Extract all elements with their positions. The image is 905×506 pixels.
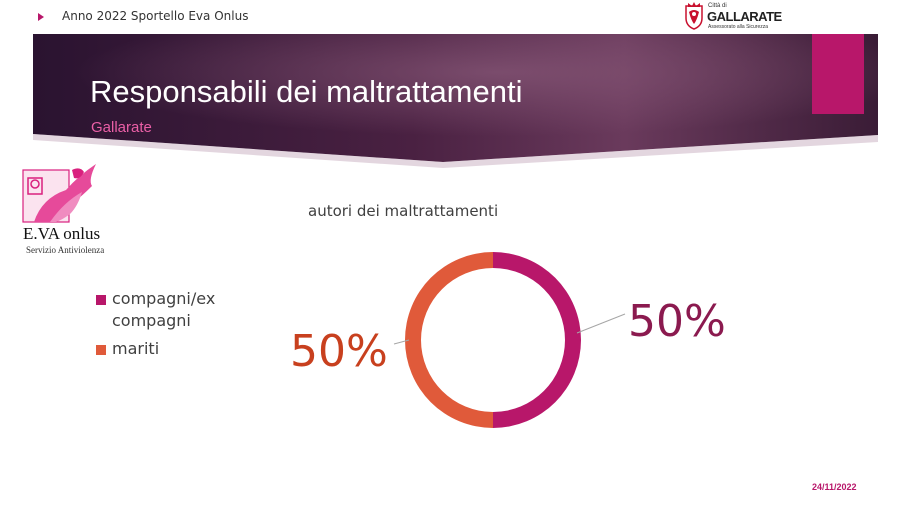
accent-block <box>812 34 864 114</box>
slide-title: Responsabili dei maltrattamenti <box>90 74 523 109</box>
org-logo-image <box>22 164 96 223</box>
top-bar: Anno 2022 Sportello Eva Onlus Città di G… <box>0 0 905 34</box>
chart-legend: compagni/ex compagni mariti <box>96 288 296 366</box>
header-text: Anno 2022 Sportello Eva Onlus <box>62 9 249 23</box>
legend-item-compagni: compagni/ex compagni <box>96 288 296 332</box>
legend-swatch-compagni <box>96 295 106 305</box>
bullet-arrow-icon <box>38 13 44 21</box>
city-logo: Città di GALLARATE Assessorato alla Sicu… <box>684 2 782 32</box>
data-label-1: 50% <box>290 326 388 377</box>
org-tagline: Servizio Antiviolenza <box>26 245 105 255</box>
slide-date: 24/11/2022 <box>812 482 857 492</box>
org-logo: E.VA onlus Servizio Antiviolenza <box>20 162 130 257</box>
banner-background <box>33 34 878 168</box>
legend-label-mariti: mariti <box>112 339 160 358</box>
city-shield-icon <box>685 2 703 30</box>
data-label-0: 50% <box>628 296 726 347</box>
org-name: E.VA onlus <box>23 224 101 243</box>
legend-label-compagni: compagni/ex compagni <box>112 289 216 330</box>
chart-title: autori dei maltrattamenti <box>308 202 499 220</box>
city-logo-subtitle: Assessorato alla Sicurezza <box>708 24 769 30</box>
slide-subtitle: Gallarate <box>91 119 152 136</box>
city-logo-small-text: Città di <box>708 3 727 9</box>
data-label-leader-1 <box>393 339 410 345</box>
legend-swatch-mariti <box>96 345 106 355</box>
data-label-leader-0 <box>576 313 626 334</box>
title-banner <box>33 34 878 169</box>
donut-slice-0 <box>493 252 581 428</box>
legend-item-mariti: mariti <box>96 338 296 360</box>
donut-slice-1 <box>405 252 493 428</box>
city-logo-name: GALLARATE <box>707 9 782 24</box>
